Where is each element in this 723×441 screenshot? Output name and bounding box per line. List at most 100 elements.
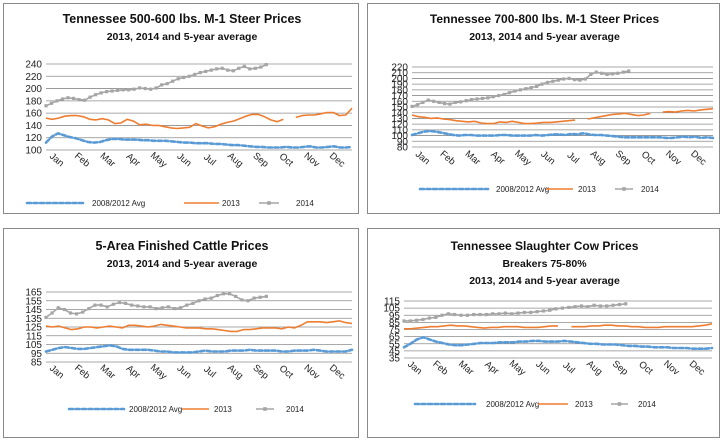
y-tick-label: 220	[25, 72, 42, 83]
data-point	[502, 92, 506, 97]
data-point	[589, 72, 593, 77]
chart-svg: 5-Area Finished Cattle Prices 2013, 2014 …	[25, 239, 354, 414]
data-point	[610, 72, 615, 76]
x-tick-label: Oct	[277, 363, 296, 381]
data-point	[203, 297, 207, 301]
data-point	[617, 302, 622, 307]
data-point	[117, 300, 122, 305]
y-tick-label: 75	[389, 325, 401, 336]
series-segment	[571, 323, 713, 329]
data-point	[209, 296, 213, 300]
x-tick-label: Jun	[175, 151, 194, 169]
data-point	[426, 98, 430, 102]
data-point	[605, 72, 609, 77]
x-tick-label: Jul	[565, 150, 581, 166]
data-point	[246, 299, 250, 303]
series-segment	[295, 107, 353, 119]
data-point	[421, 317, 425, 322]
data-point	[529, 310, 533, 314]
x-tick-label: Jul	[201, 152, 217, 168]
y-tick-label: 240	[25, 60, 42, 71]
series-2014-line	[402, 302, 628, 323]
data-point	[259, 65, 263, 69]
data-point	[545, 80, 550, 85]
data-point	[605, 304, 609, 308]
data-point	[231, 69, 235, 73]
data-point	[402, 319, 406, 323]
x-tick-label: Apr	[488, 149, 506, 167]
x-tick-label: Jul	[560, 360, 576, 376]
series-avg-line	[410, 129, 715, 140]
series-2013-line	[45, 320, 353, 333]
data-point	[453, 100, 457, 105]
series-segment	[44, 132, 354, 149]
y-tick-label: 90	[397, 137, 409, 148]
data-point	[469, 97, 474, 102]
data-point	[427, 316, 431, 320]
data-point	[258, 295, 262, 299]
data-point	[228, 292, 232, 296]
series-2014-line	[44, 292, 268, 319]
x-tick-label: Sep	[251, 362, 271, 381]
data-point	[579, 304, 584, 308]
series-segment	[45, 113, 284, 130]
x-tick-label: May	[512, 148, 533, 168]
data-point	[104, 90, 109, 94]
data-point	[111, 302, 115, 306]
data-point	[554, 307, 558, 311]
chart-title: Tennessee Slaughter Cow Prices	[451, 239, 639, 253]
data-point	[136, 304, 140, 308]
y-tick-label: 105	[25, 340, 42, 351]
data-point	[93, 93, 98, 97]
data-point	[193, 72, 197, 77]
data-point	[491, 312, 495, 316]
series-segment	[404, 324, 558, 330]
data-point	[88, 95, 92, 99]
data-point	[541, 309, 545, 313]
data-point	[160, 306, 164, 310]
x-tick-label: Feb	[72, 363, 92, 382]
y-tick-label: 115	[384, 297, 400, 308]
data-point	[204, 69, 208, 73]
data-point	[99, 91, 103, 95]
chart-subtitle: Breakers 75-80%	[502, 258, 587, 270]
y-tick-label: 65	[389, 332, 401, 343]
data-point	[535, 84, 539, 89]
data-point	[627, 69, 631, 73]
x-tick-label: Jan	[405, 359, 424, 377]
y-tick-label: 110	[392, 125, 408, 136]
data-point	[573, 305, 577, 309]
y-tick-label: 160	[391, 97, 408, 108]
data-point	[567, 76, 571, 81]
legend-marker	[617, 402, 622, 406]
chart-svg: Tennessee 700-800 lbs. M-1 Steer Prices 2…	[391, 12, 715, 194]
data-point	[524, 87, 528, 91]
series-segment	[45, 320, 353, 333]
y-tick-label: 105	[383, 304, 400, 315]
data-point	[221, 292, 226, 296]
data-point	[432, 99, 436, 103]
series-segment	[662, 107, 714, 113]
data-point	[82, 98, 87, 102]
legend-label: 2014	[286, 405, 304, 414]
data-point	[518, 88, 522, 92]
data-point	[234, 294, 238, 298]
data-point	[465, 313, 469, 317]
x-tick-label: Nov	[302, 150, 322, 169]
data-point	[497, 312, 501, 316]
data-point	[497, 93, 501, 98]
data-point	[50, 311, 54, 315]
data-point	[611, 303, 615, 307]
data-point	[586, 305, 590, 309]
x-tick-label: Feb	[72, 151, 92, 170]
chart-subtitle-2: 2013, 2014 and 5-year average	[469, 275, 620, 287]
y-tick-label: 120	[391, 120, 408, 131]
x-tick-label: Dec	[327, 150, 347, 169]
chart-svg: Tennessee Slaughter Cow Prices Breakers 7…	[383, 239, 714, 409]
chart-slaughter-cow: Tennessee Slaughter Cow Prices Breakers 7…	[367, 228, 720, 438]
x-tick-label: Oct	[277, 151, 296, 169]
legend: 2008/2012 Avg 2013 2014	[67, 405, 304, 414]
data-point	[408, 319, 412, 323]
data-point	[132, 87, 136, 91]
data-point	[127, 88, 131, 92]
